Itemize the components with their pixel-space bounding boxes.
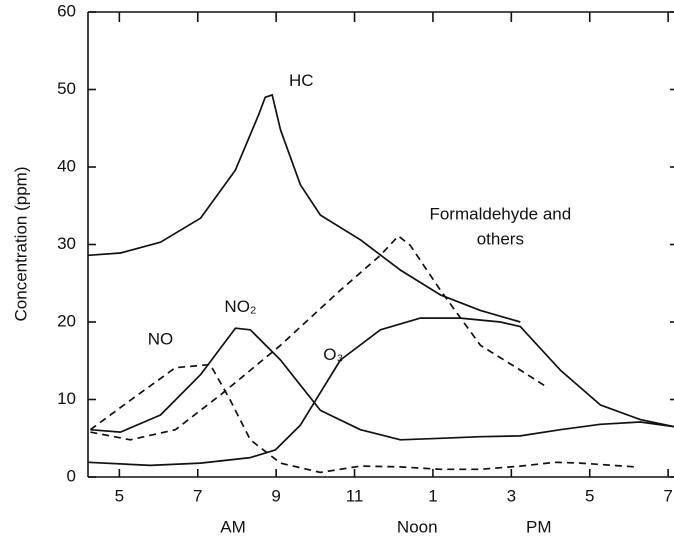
annotation: Formaldehyde and bbox=[429, 205, 571, 224]
annotation: O₃ bbox=[323, 345, 343, 364]
x-tick-label: 7 bbox=[663, 486, 672, 505]
series-line bbox=[89, 363, 636, 474]
period-label: Noon bbox=[397, 517, 438, 536]
x-tick-label: 9 bbox=[271, 486, 280, 505]
x-tick-label: 11 bbox=[346, 486, 364, 505]
series-line bbox=[90, 235, 549, 441]
annotation: NO bbox=[148, 329, 174, 348]
y-tick-label: 0 bbox=[67, 466, 76, 485]
annotation: HC bbox=[289, 71, 314, 90]
annotation: others bbox=[477, 229, 524, 248]
series-line bbox=[90, 327, 674, 441]
x-tick-label: 5 bbox=[115, 486, 124, 505]
series-line bbox=[88, 317, 674, 467]
y-tick-label: 60 bbox=[57, 1, 76, 20]
period-label: AM bbox=[220, 517, 246, 536]
y-tick-label: 30 bbox=[57, 234, 76, 253]
period-label: PM bbox=[526, 517, 552, 536]
x-tick-label: 1 bbox=[428, 486, 437, 505]
y-axis-label: Concentration (ppm) bbox=[11, 167, 30, 322]
y-tick-label: 50 bbox=[57, 79, 76, 98]
x-tick-label: 3 bbox=[507, 486, 516, 505]
annotation: NO₂ bbox=[224, 297, 256, 316]
x-tick-label: 7 bbox=[193, 486, 202, 505]
x-tick-label: 5 bbox=[585, 486, 594, 505]
series-line bbox=[88, 94, 521, 323]
y-tick-label: 20 bbox=[57, 311, 76, 330]
y-tick-label: 40 bbox=[57, 156, 76, 175]
y-tick-label: 10 bbox=[57, 389, 76, 408]
